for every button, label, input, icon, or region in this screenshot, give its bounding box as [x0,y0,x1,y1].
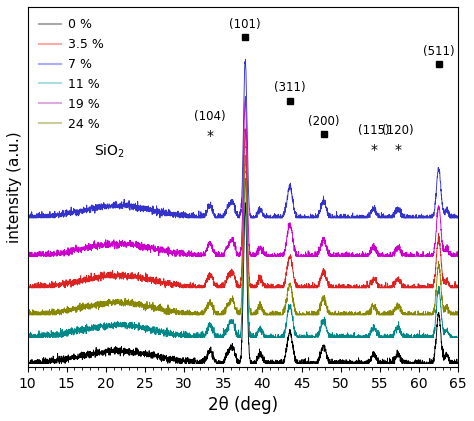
Text: *: * [370,144,377,157]
Text: (511): (511) [423,45,455,58]
Legend: 0 %, 3.5 %, 7 %, 11 %, 19 %, 24 %: 0 %, 3.5 %, 7 %, 11 %, 19 %, 24 % [34,13,109,136]
Text: (101): (101) [229,18,261,31]
Text: *: * [394,144,401,157]
Text: (200): (200) [308,115,339,128]
Text: (104): (104) [194,110,226,123]
Y-axis label: intensity (a.u.): intensity (a.u.) [7,131,22,242]
X-axis label: 2θ (deg): 2θ (deg) [208,396,278,414]
Text: *: * [207,129,213,143]
Text: SiO$_2$: SiO$_2$ [94,143,125,160]
Text: (115): (115) [358,124,390,137]
Text: (311): (311) [274,81,306,94]
Text: (120): (120) [382,124,414,137]
